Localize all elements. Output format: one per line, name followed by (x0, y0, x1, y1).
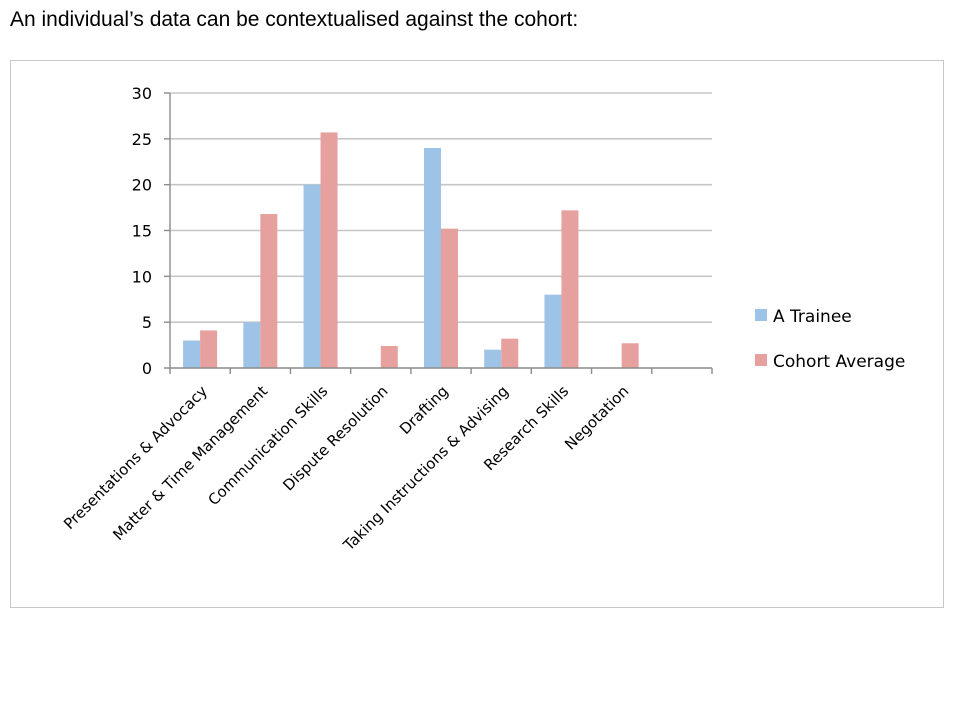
bar-trainee (183, 340, 201, 368)
bar-cohort-average (380, 346, 398, 368)
bar-trainee (544, 294, 562, 368)
bar-cohort-average (561, 210, 579, 368)
chart-frame (10, 60, 944, 608)
bar-trainee (424, 148, 441, 368)
bar-trainee (303, 184, 321, 368)
y-tick-label: 20 (132, 176, 152, 195)
bar-cohort-average (320, 132, 338, 368)
x-category-label: Negotation (561, 382, 632, 453)
legend-label: Cohort Average (773, 352, 905, 372)
y-tick-labels: 0 5 10 15 20 25 30 (132, 84, 152, 378)
y-tick-label: 30 (132, 84, 152, 103)
y-tick-label: 15 (132, 222, 152, 241)
bar-cohort-average (621, 343, 639, 368)
y-tick-label: 5 (142, 313, 152, 332)
bar-trainee (484, 349, 502, 368)
legend: A Trainee Cohort Average (755, 307, 905, 372)
y-tick-label: 10 (132, 267, 152, 286)
bar-cohort-average (501, 338, 519, 368)
x-category-label: Dispute Resolution (279, 382, 391, 494)
bars (183, 132, 639, 368)
bar-cohort-average (260, 214, 278, 368)
y-tick-label: 0 (142, 359, 152, 378)
page-heading: An individual’s data can be contextualis… (10, 8, 579, 31)
legend-swatch (755, 354, 767, 366)
x-category-label: Drafting (396, 382, 452, 438)
bar-cohort-average (200, 330, 218, 368)
x-category-label: Communication Skills (204, 382, 331, 509)
legend-label: A Trainee (773, 307, 852, 327)
legend-swatch (755, 309, 767, 321)
bar-trainee (243, 322, 261, 368)
y-tick-label: 25 (132, 130, 152, 149)
axes (164, 92, 713, 374)
bar-cohort-average (441, 228, 458, 368)
